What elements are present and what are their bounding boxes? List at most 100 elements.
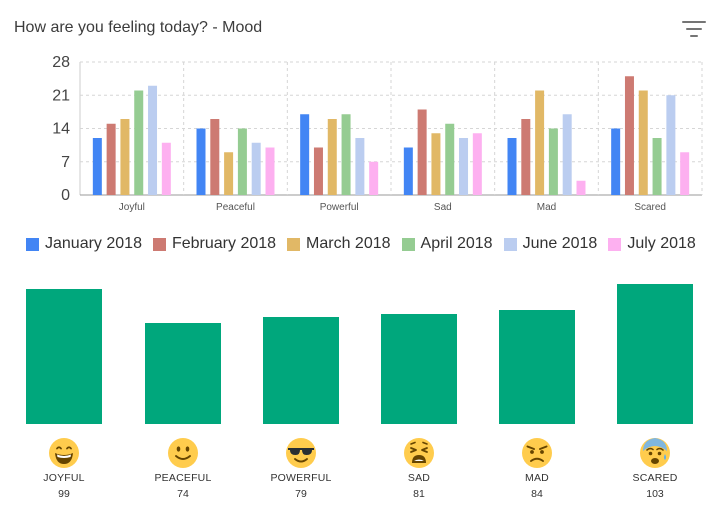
bar[interactable] (459, 138, 469, 195)
bar[interactable] (224, 152, 234, 195)
mood-bar-chart: 0 7 14 21 28 Joyful Peaceful Powerful Sad Mad Scar… (52, 54, 703, 213)
bar[interactable] (666, 95, 676, 195)
bar[interactable] (431, 133, 441, 195)
mood-label: POWERFUL (270, 472, 332, 484)
legend-item[interactable]: January 2018 (26, 235, 142, 253)
mood-item[interactable]: SAD 81 (364, 437, 474, 500)
legend-item[interactable]: April 2018 (401, 235, 493, 253)
mood-bar[interactable] (263, 316, 339, 424)
mood-item[interactable]: PEACEFUL 74 (128, 437, 238, 500)
mood-label: SCARED (632, 472, 678, 484)
filter-list-icon[interactable] (682, 18, 708, 40)
bar[interactable] (148, 85, 158, 195)
bar[interactable] (507, 138, 517, 195)
legend-swatch (608, 237, 622, 251)
bar[interactable] (161, 142, 171, 195)
legend-swatch (287, 237, 301, 251)
bar[interactable] (210, 119, 220, 195)
mood-label: MAD (525, 472, 549, 484)
bar[interactable] (355, 138, 365, 195)
mood-bar[interactable] (381, 313, 457, 424)
mood-bar[interactable] (145, 323, 221, 424)
y-tick-label: 0 (61, 187, 70, 204)
x-tick-label: Mad (537, 202, 556, 213)
grinning-face-icon (49, 438, 79, 468)
bar[interactable] (417, 109, 427, 196)
mood-count: 74 (177, 488, 189, 500)
page-title: How are you feeling today? - Mood (14, 19, 263, 36)
bar[interactable] (265, 147, 275, 196)
mood-label: PEACEFUL (154, 472, 212, 484)
bar[interactable] (300, 114, 310, 195)
mood-bar[interactable] (499, 309, 575, 424)
bar[interactable] (341, 114, 351, 195)
weary-face-icon (404, 438, 434, 468)
mood-bar[interactable] (617, 284, 693, 424)
legend-swatch (26, 237, 39, 251)
mood-count: 103 (646, 488, 664, 500)
bar[interactable] (403, 147, 413, 196)
legend-item[interactable]: February 2018 (152, 235, 277, 253)
bar[interactable] (92, 138, 102, 195)
bar[interactable] (445, 123, 455, 195)
x-tick-label: Powerful (320, 202, 359, 213)
bar[interactable] (576, 180, 586, 195)
mood-item[interactable]: POWERFUL 79 (246, 437, 356, 500)
mood-bar[interactable] (26, 289, 102, 424)
mood-label: SAD (407, 472, 431, 484)
legend-item[interactable]: June 2018 (503, 235, 598, 253)
mood-count: 79 (295, 488, 307, 500)
bar[interactable] (106, 123, 116, 195)
mood-count: 99 (58, 488, 70, 500)
y-tick-label: 14 (52, 121, 70, 138)
bar[interactable] (251, 142, 261, 195)
mood-item[interactable]: SCARED 103 (600, 437, 710, 500)
bar[interactable] (638, 90, 648, 196)
mood-count: 84 (531, 488, 543, 500)
x-tick-label: Scared (634, 202, 666, 213)
bar[interactable] (369, 161, 379, 195)
angry-face-icon (522, 438, 552, 468)
legend-swatch (152, 237, 166, 251)
mood-item[interactable]: JOYFUL 99 (9, 437, 119, 500)
x-tick-label: Sad (434, 202, 452, 213)
bar[interactable] (327, 119, 337, 195)
x-tick-label: Peaceful (216, 202, 255, 213)
legend-item[interactable]: July 2018 (608, 235, 696, 253)
bar[interactable] (237, 128, 247, 196)
y-tick-label: 7 (61, 154, 70, 171)
legend-swatch (503, 237, 517, 251)
bar[interactable] (196, 128, 206, 196)
legend-label: April 2018 (420, 235, 493, 252)
bar[interactable] (548, 128, 558, 196)
legend-item[interactable]: March 2018 (287, 235, 391, 253)
bar[interactable] (472, 133, 482, 195)
bar[interactable] (680, 152, 690, 195)
bar[interactable] (562, 114, 572, 195)
sunglasses-face-icon (286, 438, 316, 468)
bar[interactable] (521, 119, 531, 195)
legend-label: February 2018 (171, 235, 277, 252)
anxious-face-icon (640, 438, 670, 468)
mood-count: 81 (413, 488, 425, 500)
legend-label: June 2018 (522, 235, 598, 252)
y-tick-label: 28 (52, 54, 70, 71)
chart-legend: January 2018 February 2018 March 2018 April… (26, 235, 707, 253)
bar[interactable] (611, 128, 621, 196)
bar[interactable] (624, 76, 634, 195)
bar[interactable] (134, 90, 144, 196)
bar[interactable] (120, 119, 130, 195)
smiling-face-icon (168, 438, 198, 468)
bar[interactable] (535, 90, 545, 196)
legend-label: March 2018 (306, 235, 391, 252)
mood-label: JOYFUL (43, 472, 85, 484)
x-tick-label: Joyful (119, 202, 145, 213)
legend-swatch (401, 237, 415, 251)
bar[interactable] (313, 147, 323, 196)
y-tick-label: 21 (52, 87, 70, 104)
legend-label: January 2018 (45, 235, 142, 252)
bar[interactable] (652, 138, 662, 195)
mood-item[interactable]: MAD 84 (482, 437, 592, 500)
legend-label: July 2018 (627, 235, 696, 252)
